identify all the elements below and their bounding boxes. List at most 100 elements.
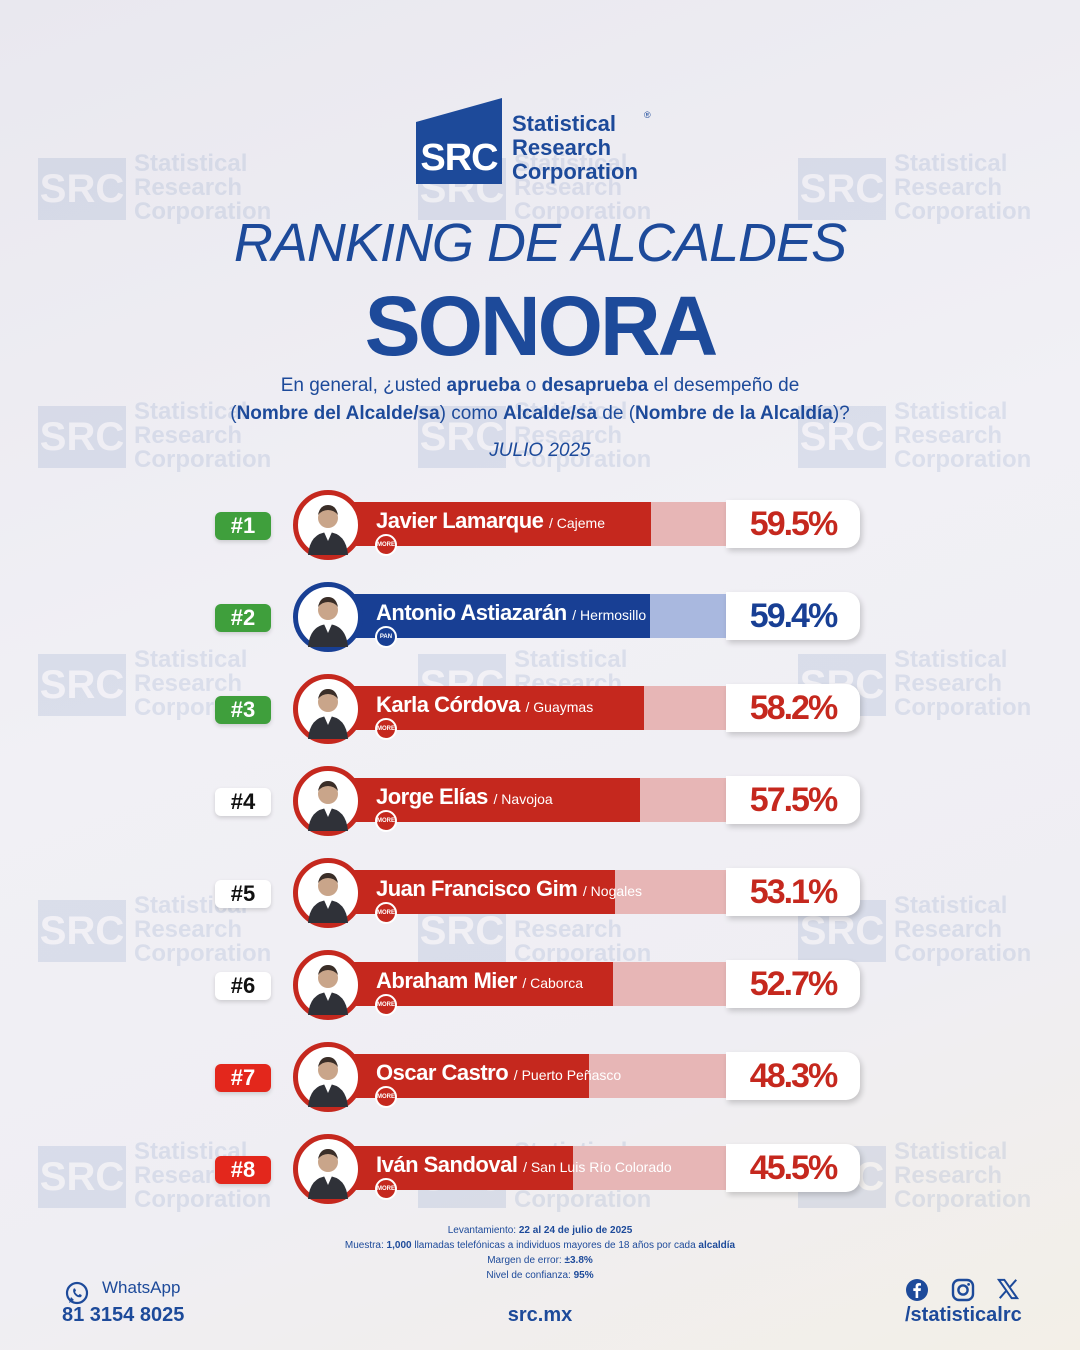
- method-value: 22 al 24 de julio de 2025: [518, 1225, 633, 1236]
- mayor-photo: [293, 490, 363, 560]
- person-icon: [308, 1149, 348, 1199]
- mayor-photo: [293, 766, 363, 836]
- percent-box: [726, 1052, 860, 1100]
- registered-mark: ®: [644, 110, 651, 120]
- rank-badge: #3: [215, 696, 271, 724]
- method-value: ±3.8%: [564, 1255, 593, 1266]
- rank-badge: #7: [215, 1064, 271, 1092]
- percent-box: [726, 960, 860, 1008]
- municipality-label: / Navojoa: [493, 791, 553, 807]
- question-part: (: [230, 403, 237, 424]
- municipality-label: / Hermosillo: [572, 607, 647, 623]
- question-bold: Alcalde/sa: [503, 403, 598, 424]
- approval-value-label: 57.5%: [749, 781, 838, 819]
- person-icon: [308, 1057, 348, 1107]
- ranking-row: #6 Abraham Mier / Caborca 52.7% MORENA: [0, 948, 1080, 1028]
- method-value: 1,000: [386, 1240, 412, 1251]
- rank-badge: #1: [215, 512, 271, 540]
- ranking-row: #3 Karla Córdova / Guaymas 58.2% MORENA: [0, 672, 1080, 752]
- bar-track: [320, 870, 726, 914]
- mayor-name: Javier Lamarque / Cajeme: [376, 508, 606, 533]
- method-value: 95%: [573, 1270, 594, 1281]
- party-logo: MORENA: [375, 534, 397, 556]
- question-bold: desaprueba: [541, 375, 649, 396]
- rank-badge: #2: [215, 604, 271, 632]
- bar-fill: [320, 594, 650, 638]
- ranking-row: #8 Iván Sandoval / San Luis Río Colorado 4…: [0, 1132, 1080, 1212]
- person-icon: [308, 689, 348, 739]
- municipality-label: / Puerto Peñasco: [513, 1067, 622, 1083]
- mayor-name: Juan Francisco Gim / Nogales: [376, 876, 643, 901]
- party-logo: MORENA: [375, 994, 397, 1016]
- mayor-photo: [293, 1134, 363, 1204]
- bar-fill: [320, 502, 651, 546]
- brand-logo: SRC Statistical Research Corporation ®: [416, 98, 676, 186]
- question-part: En general, ¿usted: [280, 375, 447, 396]
- party-logo: MORENA: [375, 810, 397, 832]
- rank-badge: #4: [215, 788, 271, 816]
- watermark-mark: SRC: [798, 158, 886, 220]
- approval-value-label: 48.3%: [749, 1057, 838, 1095]
- method-label: Nivel de confianza:: [486, 1270, 574, 1281]
- party-logo: PAN: [375, 626, 397, 648]
- person-icon: [308, 505, 348, 555]
- party-logo: MORENA: [375, 718, 397, 740]
- instagram-icon[interactable]: [951, 1278, 975, 1302]
- municipality-label: / Guaymas: [525, 699, 594, 715]
- question-bold: aprueba: [446, 375, 521, 396]
- survey-question: En general, ¿usted aprueba o desaprueba …: [140, 372, 940, 428]
- approval-value-label: 59.4%: [749, 597, 838, 635]
- percent-box: [726, 868, 860, 916]
- percent-box: [726, 776, 860, 824]
- mayor-name: Abraham Mier / Caborca: [376, 968, 584, 993]
- logo-name: Statistical Research Corporation: [512, 112, 638, 184]
- mayor-name: Oscar Castro / Puerto Peñasco: [376, 1060, 622, 1085]
- phone-number[interactable]: 81 3154 8025: [62, 1304, 185, 1326]
- person-icon: [308, 781, 348, 831]
- percent-box: [726, 684, 860, 732]
- approval-value-label: 52.7%: [749, 965, 838, 1003]
- bar-fill: [320, 686, 644, 730]
- party-logo: MORENA: [375, 1178, 397, 1200]
- x-icon[interactable]: [997, 1278, 1019, 1300]
- method-sample: Muestra: 1,000 llamadas telefónicas a in…: [0, 1238, 1080, 1253]
- municipality-label: / San Luis Río Colorado: [523, 1159, 672, 1175]
- party-logo: MORENA: [375, 902, 397, 924]
- method-confidence: Nivel de confianza: 95%: [0, 1268, 1080, 1283]
- facebook-icon[interactable]: [905, 1278, 929, 1302]
- person-icon: [308, 873, 348, 923]
- percent-box: [726, 1144, 860, 1192]
- rank-badge: #8: [215, 1156, 271, 1184]
- whatsapp-label: WhatsApp: [102, 1278, 181, 1297]
- logo-name-line1: Statistical: [512, 111, 616, 136]
- rank-badge: #5: [215, 880, 271, 908]
- website-link[interactable]: src.mx: [507, 1304, 573, 1326]
- method-margin: Margen de error: ±3.8%: [0, 1253, 1080, 1268]
- method-label: Margen de error:: [487, 1255, 565, 1266]
- bar-fill: [320, 962, 613, 1006]
- method-text: llamadas telefónicas a individuos mayore…: [411, 1240, 699, 1251]
- mayor-photo: [293, 950, 363, 1020]
- method-label: Muestra:: [344, 1240, 387, 1251]
- rank-badge: #6: [215, 972, 271, 1000]
- question-part: de (: [597, 403, 636, 424]
- approval-value-label: 59.5%: [749, 505, 838, 543]
- mayor-photo: [293, 674, 363, 744]
- bar-track: [320, 778, 726, 822]
- watermark-mark: SRC: [38, 158, 126, 220]
- whatsapp-icon: [65, 1281, 89, 1305]
- question-part: )?: [832, 403, 850, 424]
- mayor-name: Iván Sandoval / San Luis Río Colorado: [376, 1152, 672, 1177]
- mayor-photo: [293, 858, 363, 928]
- question-bold: Nombre del Alcalde/sa: [236, 403, 440, 424]
- bar-fill: [320, 1054, 589, 1098]
- method-value: alcaldía: [698, 1240, 736, 1251]
- ranking-row: #2 Antonio Astiazarán / Hermosillo 59.4% PA…: [0, 580, 1080, 660]
- approval-value-label: 53.1%: [749, 873, 838, 911]
- bar-track: [320, 502, 726, 546]
- bar-fill: [320, 870, 615, 914]
- method-survey: Levantamiento: 22 al 24 de julio de 2025: [0, 1223, 1080, 1238]
- mayor-photo: [293, 582, 363, 652]
- mayor-name: Antonio Astiazarán / Hermosillo: [376, 600, 647, 625]
- social-handle[interactable]: /statisticalrc: [905, 1304, 1022, 1326]
